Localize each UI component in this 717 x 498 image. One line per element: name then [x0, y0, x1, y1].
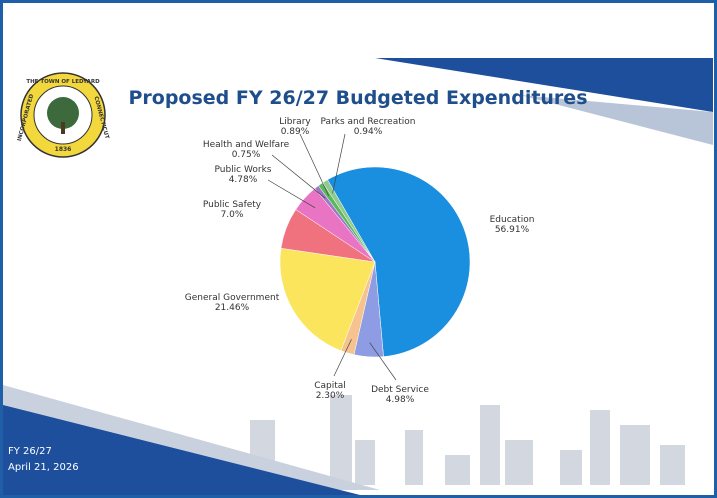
- slice-label: Parks and Recreation: [321, 117, 416, 127]
- slice-value-label: 56.91%: [495, 225, 530, 235]
- slice-label: Capital: [314, 381, 346, 391]
- slice-value-label: 4.98%: [386, 395, 415, 405]
- footer-text: FY 26/27: [8, 446, 52, 457]
- slice-label: General Government: [185, 293, 280, 303]
- slice-label: Library: [279, 117, 311, 127]
- slide: THE TOWN OF LEDYARD CONNECTICUT INCORPOR…: [0, 0, 717, 498]
- slice-value-label: 4.78%: [229, 175, 258, 185]
- footer-text: April 21, 2026: [8, 462, 79, 473]
- chart-title: Proposed FY 26/27 Budgeted Expenditures: [128, 87, 587, 109]
- slice-value-label: 0.94%: [354, 127, 383, 137]
- slice-value-label: 0.75%: [232, 150, 261, 160]
- slice-label: Health and Welfare: [203, 140, 290, 150]
- slice-value-label: 2.30%: [316, 391, 345, 401]
- slice-label: Education: [490, 215, 535, 225]
- page: THE TOWN OF LEDYARD CONNECTICUT INCORPOR…: [0, 0, 717, 498]
- slice-label: Public Safety: [203, 200, 262, 210]
- slice-label: Debt Service: [371, 385, 429, 395]
- slice-value-label: 0.89%: [281, 127, 310, 137]
- slice-label: Public Works: [215, 165, 272, 175]
- slice-value-label: 21.46%: [215, 303, 250, 313]
- logo-text: THE TOWN OF LEDYARD: [26, 79, 100, 85]
- slice-value-label: 7.0%: [221, 210, 244, 220]
- logo-text: 1836: [55, 146, 72, 153]
